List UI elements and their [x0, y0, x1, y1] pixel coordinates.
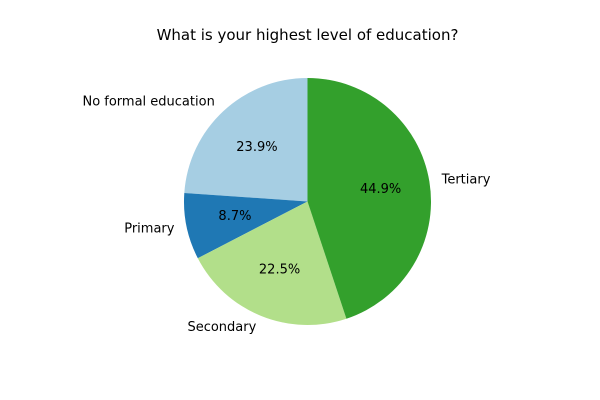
pie-slice-primary	[184, 192, 308, 259]
chart-title: What is your highest level of education?	[157, 26, 459, 44]
pie-slice-no-formal-education	[184, 78, 308, 202]
slice-label-primary: Primary	[124, 222, 175, 237]
slice-percent-tertiary: 44.9%	[360, 182, 401, 197]
slice-label-secondary: Secondary	[187, 320, 256, 335]
pie-slice-tertiary	[307, 78, 432, 319]
slice-label-no-formal-education: No formal education	[82, 95, 214, 110]
slice-percent-secondary: 22.5%	[259, 263, 300, 278]
pie-labels: 23.9% No formal education 8.7% Primary 22.5%…	[82, 95, 490, 335]
pie-slice-secondary	[197, 201, 347, 326]
slice-label-tertiary: Tertiary	[441, 172, 491, 187]
pie-slices	[184, 78, 432, 326]
slice-percent-no-formal-education: 23.9%	[236, 140, 277, 155]
slice-percent-primary: 8.7%	[218, 209, 251, 224]
